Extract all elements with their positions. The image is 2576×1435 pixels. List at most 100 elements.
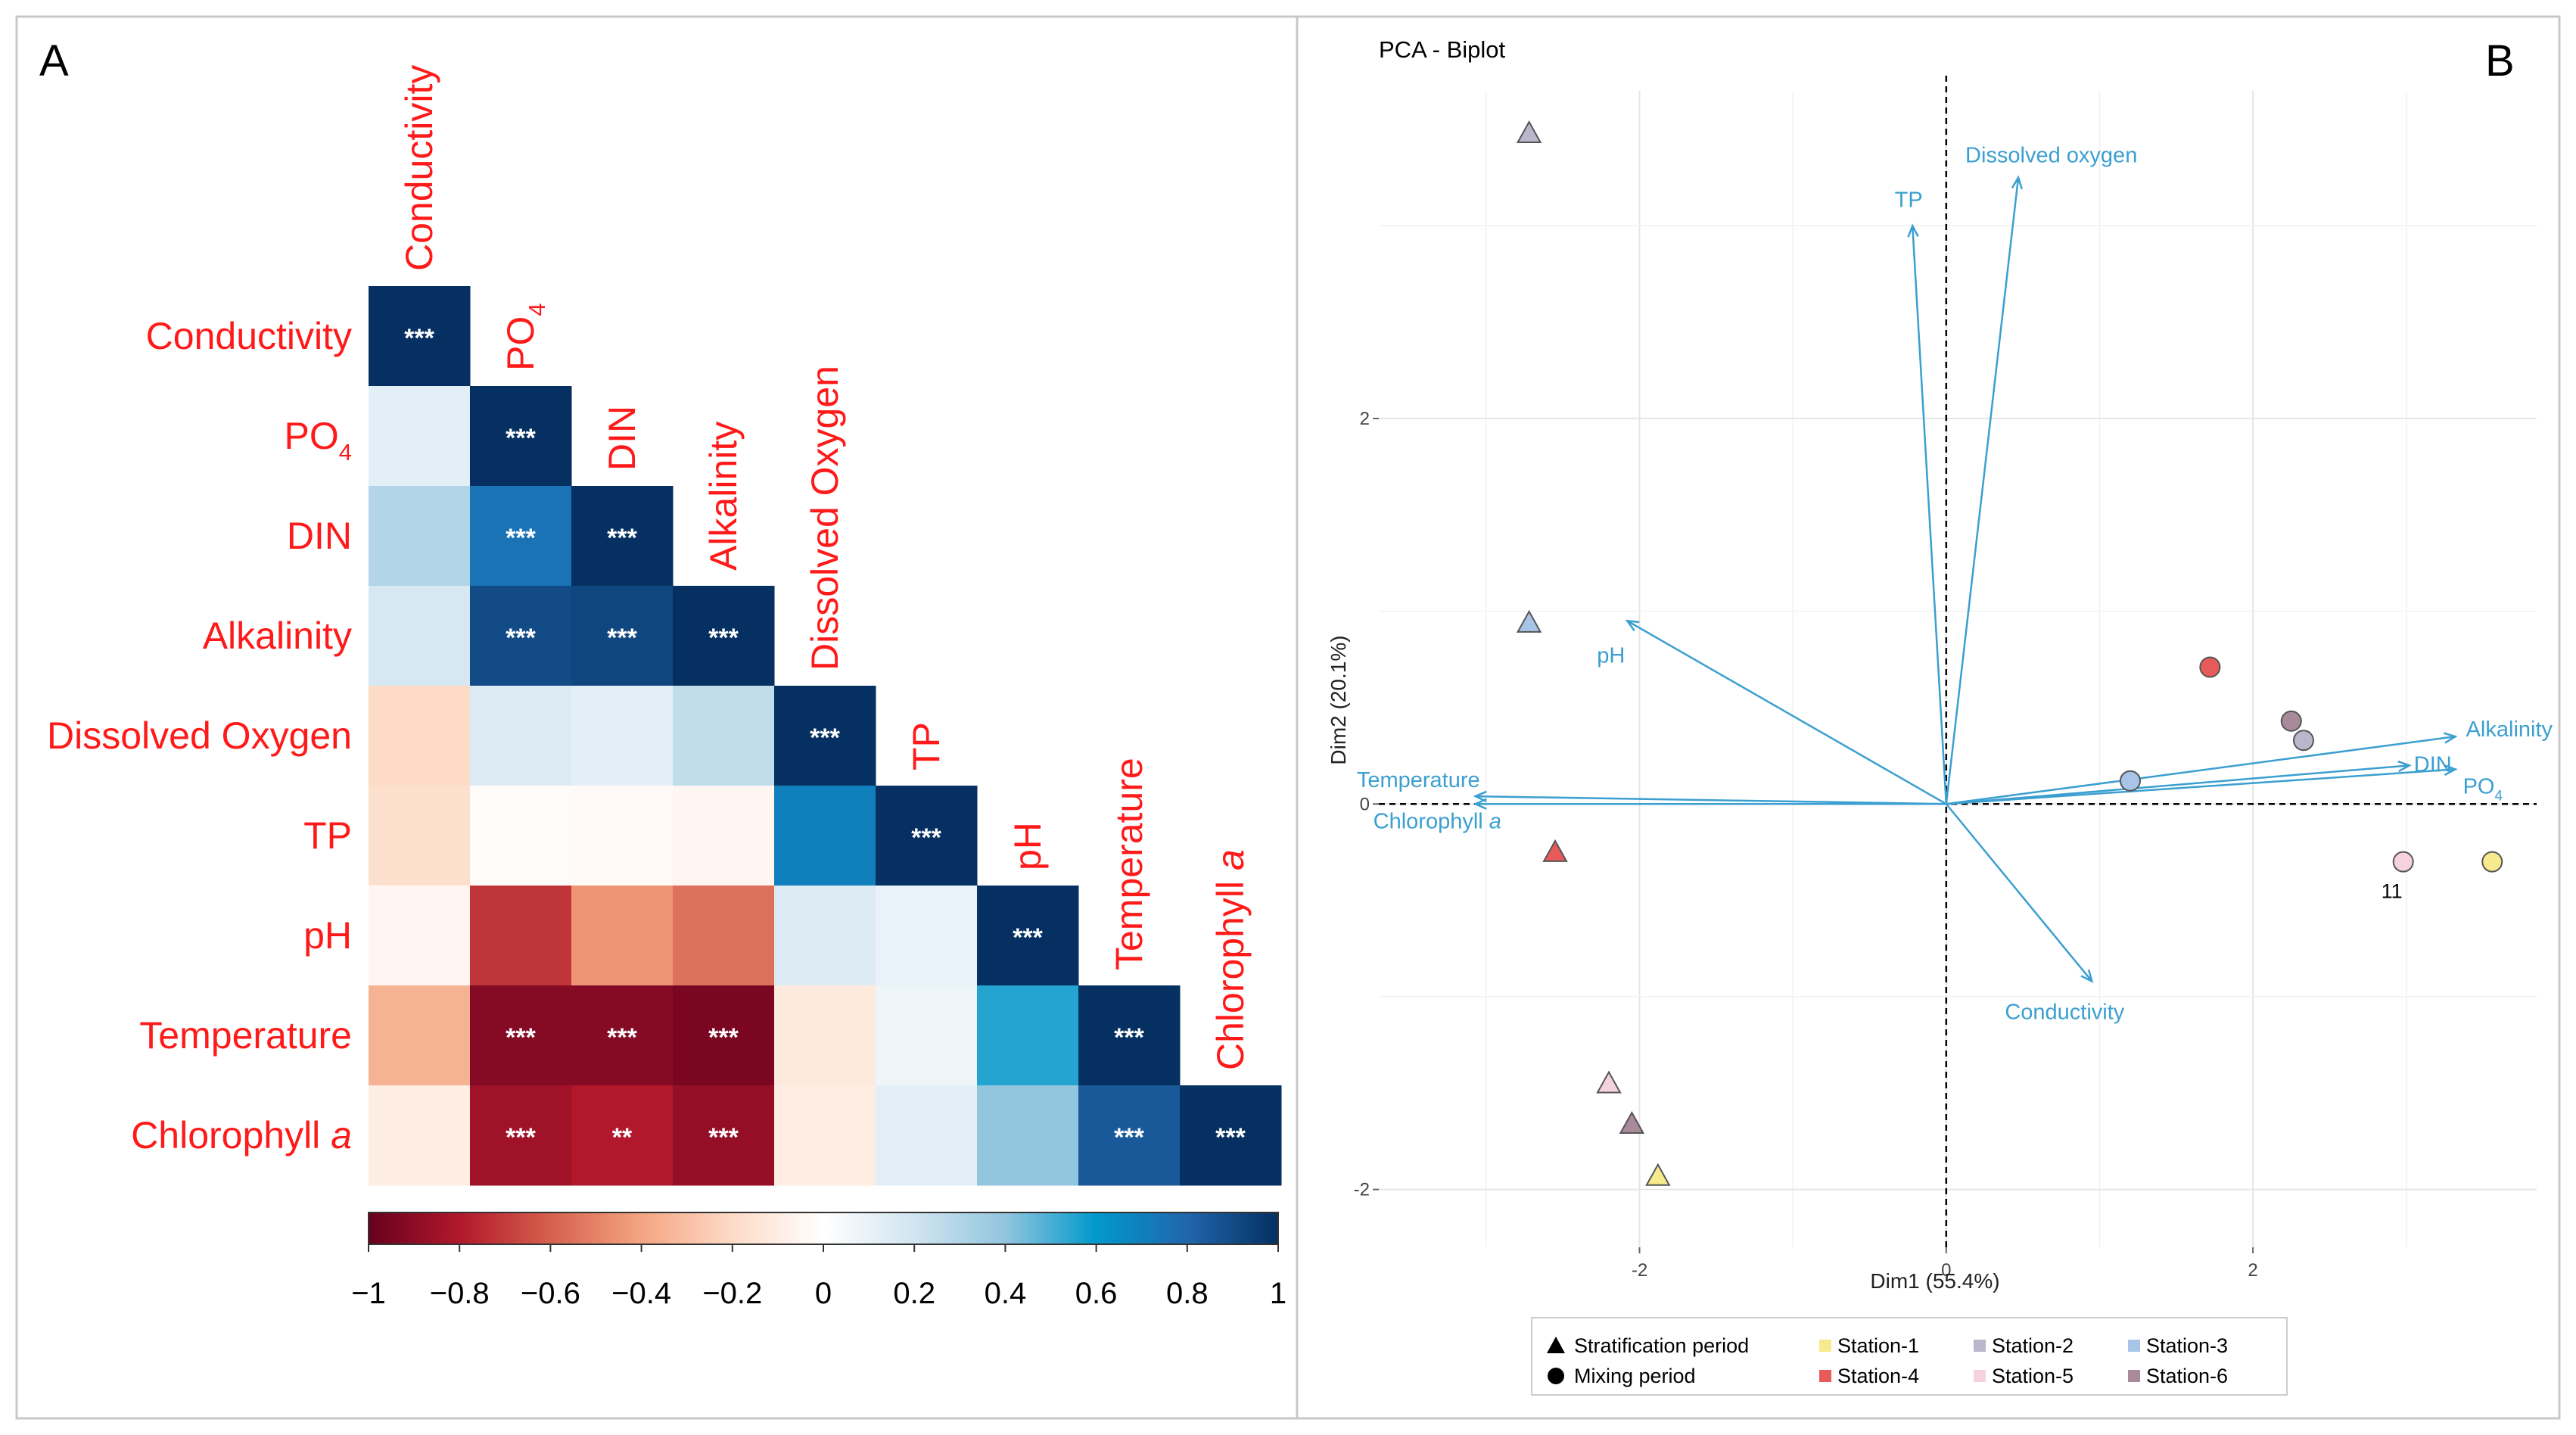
cell-chlorophyll-a-alkalinity [673, 1085, 775, 1186]
column-label-tp: TP [905, 722, 947, 770]
cell-chlorophyll-a-conductivity [369, 1085, 471, 1186]
colorbar [368, 1212, 1279, 1245]
cell-ph-dissolved-oxygen [774, 886, 876, 986]
legend-shape-label: Stratification period [1574, 1334, 1749, 1357]
legend-swatch-station-5 [1974, 1370, 1986, 1382]
legend-station-label: Station-5 [1992, 1365, 2074, 1387]
arrow-head [2397, 760, 2412, 773]
loading-label-po4: PO4 [2463, 774, 2503, 804]
cell-chlorophyll-a-po4 [470, 1085, 572, 1186]
panel-b-label: B [2485, 36, 2515, 86]
cell-chlorophyll-a-din [571, 1085, 674, 1186]
cell-temperature-ph [977, 985, 1079, 1086]
cell-dissolved-oxygen-conductivity [369, 686, 471, 786]
point-station-2-stratification [1516, 120, 1542, 144]
significance-marker: *** [506, 424, 536, 453]
legend-circle-icon [1548, 1368, 1564, 1384]
point-station-3-stratification [1516, 609, 1542, 633]
loading-label-temperature: Temperature [1357, 768, 1480, 792]
legend-swatch-station-4 [1819, 1370, 1831, 1382]
legend-station-label: Station-6 [2146, 1365, 2228, 1387]
cell-din-conductivity [369, 486, 471, 587]
colorbar-tick-label: −0.6 [521, 1277, 580, 1310]
point-station-4-stratification [1542, 839, 1568, 862]
loading-arrow-temperature [1475, 795, 1946, 805]
cell-ph-alkalinity [673, 886, 775, 986]
column-label-din: DIN [601, 406, 643, 471]
loading-arrow-po4 [1946, 768, 2456, 805]
significance-marker: *** [708, 624, 739, 652]
cell-temperature-po4 [470, 985, 572, 1086]
colorbar-tick-label: −0.4 [611, 1277, 671, 1310]
loading-arrow-conductivity [1945, 803, 2093, 982]
point-station-4-mixing [2199, 656, 2221, 678]
loading-arrow-tp [1911, 226, 1948, 805]
legend-swatch-station-1 [1819, 1340, 1831, 1352]
row-label-ph: pH [303, 914, 352, 957]
cell-tp-dissolved-oxygen [774, 786, 876, 886]
significance-marker: *** [506, 524, 536, 553]
cell-alkalinity-din [571, 586, 674, 686]
pca-axes: -2 0 2 -2 0 2 [1354, 76, 2537, 1281]
colorbar-tick-label: −0.2 [702, 1277, 762, 1310]
loading-label-chlorophyll-a: Chlorophyll a [1374, 809, 1501, 833]
column-label-dissolved-oxygen: Dissolved Oxygen [804, 366, 846, 671]
significance-marker: *** [810, 724, 840, 752]
cell-po4-conductivity [369, 386, 471, 487]
arrow-head [2443, 732, 2458, 744]
colorbar-ticks: −1 −0.8 −0.6 −0.4 −0.2 0 0.2 0.4 0.6 0.8 1 [351, 1244, 1286, 1310]
row-label-din: DIN [287, 515, 352, 557]
arrow-head [2080, 969, 2094, 983]
cell-din-po4 [470, 486, 572, 587]
significance-marker: *** [607, 1023, 637, 1052]
cell-ph-conductivity [369, 886, 471, 986]
y-axis-label: Dim2 (20.1%) [1327, 635, 1350, 764]
point-station-3-mixing [2119, 770, 2141, 792]
colorbar-tick-label: 0.6 [1075, 1277, 1118, 1310]
y-tick-label: 0 [1360, 794, 1370, 814]
column-label-po4: PO4 [499, 303, 550, 372]
significance-marker: *** [1013, 923, 1043, 952]
colorbar-tick-label: 0 [815, 1277, 832, 1310]
legend-box [1531, 1317, 2288, 1396]
cell-chlorophyll-a-chlorophyll-a [1180, 1085, 1282, 1186]
arrow-head [2444, 764, 2458, 777]
cell-chlorophyll-a-dissolved-oxygen [774, 1085, 876, 1186]
point-station-5-mixing [2392, 851, 2414, 873]
cell-tp-din [571, 786, 674, 886]
legend-station-label: Station-3 [2146, 1334, 2228, 1357]
cell-dissolved-oxygen-din [571, 686, 674, 786]
legend: Stratification period Mixing period Statio… [1531, 1317, 2288, 1396]
legend-shape-label: Mixing period [1574, 1365, 1696, 1387]
loading-arrow-din [1946, 764, 2410, 805]
cell-ph-ph [977, 886, 1079, 986]
legend-swatch-station-3 [2128, 1340, 2140, 1352]
cell-tp-conductivity [369, 786, 471, 886]
point-station-6-mixing [2280, 710, 2302, 732]
cell-alkalinity-conductivity [369, 586, 471, 686]
legend-swatch-station-2 [1974, 1340, 1986, 1352]
point-label: 11 [2382, 880, 2403, 903]
cell-temperature-dissolved-oxygen [774, 985, 876, 1086]
cell-dissolved-oxygen-alkalinity [673, 686, 775, 786]
colorbar-tick-label: 0.4 [985, 1277, 1027, 1310]
significance-marker: *** [607, 524, 637, 553]
legend-swatch-station-6 [2128, 1370, 2140, 1382]
column-label-chlorophyll-a: Chlorophyll a [1209, 849, 1252, 1070]
significance-marker: *** [607, 624, 637, 652]
cell-ph-din [571, 886, 674, 986]
row-label-conductivity: Conductivity [146, 315, 352, 357]
cell-temperature-din [571, 985, 674, 1086]
significance-marker: *** [506, 1123, 536, 1152]
cell-tp-tp [876, 786, 978, 886]
significance-marker: *** [708, 1123, 739, 1152]
column-labels: Conductivity PO4 DIN Alkalinity Dissolved Ox… [398, 65, 1252, 1070]
panel-b: B PCA - Biplot -2 0 2 -2 0 2 Dissolved oxygen… [1296, 15, 2561, 1420]
row-label-dissolved-oxygen: Dissolved Oxygen [47, 714, 352, 757]
cell-temperature-conductivity [369, 985, 471, 1086]
biplot-title: PCA - Biplot [1379, 36, 1506, 63]
point-station-2-mixing [2292, 730, 2314, 752]
panel-a: A ********* ****** *** *************** *** **… [15, 15, 1299, 1420]
cell-temperature-alkalinity [673, 985, 775, 1086]
loading-arrow-alkalinity [1946, 735, 2456, 805]
